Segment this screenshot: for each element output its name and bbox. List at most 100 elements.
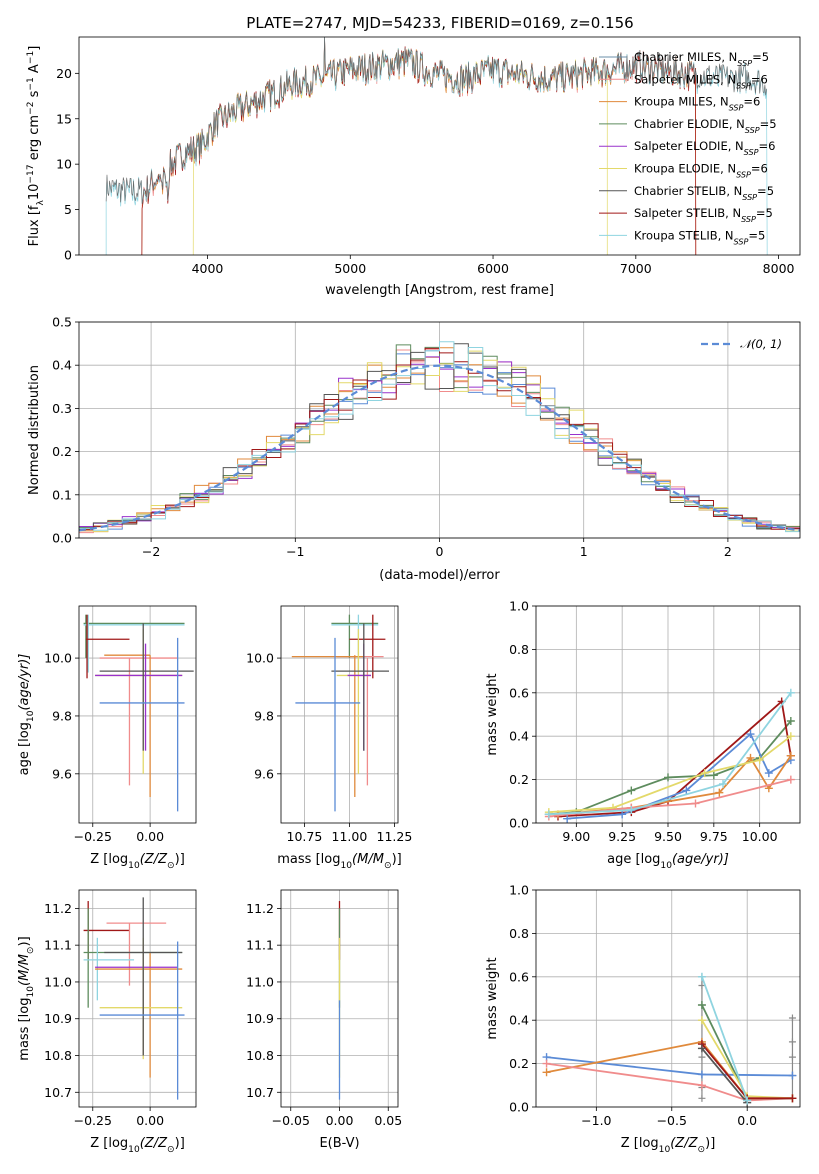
legend-model-name: Salpeter STELIB xyxy=(634,206,725,220)
x-axis-label-part: Z [log xyxy=(621,1136,659,1151)
x-axis-label: Z [log10(Z/Z⊙)] xyxy=(621,1136,716,1155)
y-axis-label-part: mass [log xyxy=(17,998,32,1061)
legend-model-name: Chabrier MILES xyxy=(634,50,721,64)
legend-nssp-value: 5 xyxy=(762,50,769,64)
weight-series-marker xyxy=(697,1070,706,1079)
legend-nssp-value: 5 xyxy=(769,117,776,131)
y-tick-label: 11.2 xyxy=(44,901,72,916)
x-axis-label-part: 10 xyxy=(128,861,140,871)
legend-label: Salpeter MILES, NSSP=6 xyxy=(634,72,768,90)
y-tick-label: 20 xyxy=(56,66,72,81)
y-tick-label: 1.0 xyxy=(509,599,529,614)
y-tick-label: 11.1 xyxy=(44,938,72,953)
legend-model-name: Kroupa ELODIE xyxy=(634,162,720,176)
weight-series-marker xyxy=(709,771,718,780)
y-axis-label-part: )] xyxy=(17,936,32,946)
legend-nssp-eq: = xyxy=(756,206,766,220)
x-tick-label: 9.50 xyxy=(654,829,682,844)
y-tick-label: 0.8 xyxy=(509,642,529,657)
x-tick-label: −0.25 xyxy=(74,1113,112,1128)
normal-reference-curve xyxy=(79,364,800,532)
weight-series-marker xyxy=(764,769,773,778)
stack-marker xyxy=(698,1053,706,1061)
legend-nssp-eq: = xyxy=(743,95,753,109)
plot-area xyxy=(105,37,768,255)
y-tick-label: 0.2 xyxy=(509,772,529,787)
weight-series-marker xyxy=(715,788,724,797)
axes-frame xyxy=(78,605,197,824)
weight-series-marker xyxy=(786,732,795,741)
y-tick-label: 0.3 xyxy=(52,401,72,416)
y-tick-label: 9.6 xyxy=(254,766,274,781)
y-tick-label: 10.9 xyxy=(44,1011,72,1026)
y-axis-label-part: Flux [f xyxy=(27,205,42,246)
legend-nssp-prefix: , N xyxy=(726,184,742,198)
x-axis-label-part: mass [log xyxy=(277,852,340,867)
x-axis-label-part: ⊙ xyxy=(698,1145,706,1155)
weight-series-marker xyxy=(542,1068,551,1077)
weight-series-marker xyxy=(743,1096,752,1105)
weight-series-marker xyxy=(697,1001,706,1010)
y-axis-label-part: erg cm xyxy=(27,115,42,164)
x-tick-label: −1.0 xyxy=(581,1113,611,1128)
y-tick-label: 0.5 xyxy=(52,315,72,330)
weight-series-marker xyxy=(618,810,627,819)
y-tick-label: 11.2 xyxy=(246,901,274,916)
y-axis-label: mass weight xyxy=(485,957,500,1039)
x-axis-label: (data-model)/error xyxy=(379,568,500,583)
x-tick-label: 0.0 xyxy=(737,1113,757,1128)
y-tick-label: 10.7 xyxy=(44,1085,72,1100)
x-axis-label-part: )] xyxy=(175,1136,185,1151)
x-tick-label: 10.75 xyxy=(287,829,323,844)
mass-vs-extinction-panel: −0.05 0.00 0.05 10.7 10.8 10.9 11.0 11.1 11.2 E(B… xyxy=(246,889,402,1151)
plot-area xyxy=(291,614,389,812)
y-axis-label-part: A xyxy=(27,64,42,77)
legend-nssp-subscript: SSP xyxy=(737,59,752,68)
x-axis-label: Z [log10(Z/Z⊙)] xyxy=(90,852,185,871)
axes-frame xyxy=(280,605,399,824)
y-tick-label: 0.4 xyxy=(52,358,72,373)
histogram-series xyxy=(79,341,800,533)
y-tick-label: 5 xyxy=(64,202,72,217)
x-tick-label: 9.25 xyxy=(608,829,636,844)
x-axis-label-part: 10 xyxy=(660,861,672,871)
y-tick-label: 0 xyxy=(64,248,72,263)
x-axis-label: E(B-V) xyxy=(319,1136,359,1151)
weight-series-marker xyxy=(786,717,795,726)
weight-series-line xyxy=(567,732,792,820)
axes-frame xyxy=(535,889,801,1108)
x-axis-label-part: wavelength [Angstrom, rest frame] xyxy=(325,283,554,298)
weight-series-marker xyxy=(563,814,572,823)
y-axis-label-part: 10 xyxy=(26,986,36,998)
y-tick-label: 10.8 xyxy=(246,1048,274,1063)
plot-area xyxy=(544,688,795,823)
y-axis-label-part: (M/M xyxy=(17,954,32,986)
x-axis-label-part: ⊙ xyxy=(167,1145,175,1155)
x-axis-label-part: (Z/Z xyxy=(140,852,168,867)
histogram-series xyxy=(79,356,800,529)
x-axis-label-part: Z [log xyxy=(90,852,128,867)
x-tick-label: 8000 xyxy=(763,261,795,276)
y-axis-label: mass weight xyxy=(485,673,500,755)
weight-series-marker xyxy=(697,972,706,981)
x-tick-label: −0.05 xyxy=(272,1113,310,1128)
y-tick-label: 15 xyxy=(56,111,72,126)
x-axis-label-part: 10 xyxy=(659,1145,671,1155)
y-tick-label: 10.0 xyxy=(44,651,72,666)
weight-series-marker xyxy=(788,1094,797,1103)
x-axis-label-part: Z [log xyxy=(90,1136,128,1151)
x-tick-label: 0.05 xyxy=(374,1113,402,1128)
x-tick-label: 4000 xyxy=(192,261,224,276)
y-axis-label: Normed distribution xyxy=(27,365,42,495)
y-tick-label: 10.0 xyxy=(246,651,274,666)
x-tick-label: 11.25 xyxy=(377,829,413,844)
legend-model-name: Salpeter ELODIE xyxy=(634,139,728,153)
x-axis-label-part: )] xyxy=(392,852,402,867)
x-axis-label-part: E(B-V) xyxy=(319,1136,359,1151)
legend-label: Kroupa ELODIE, NSSP=6 xyxy=(634,162,768,180)
legend-nssp-eq: = xyxy=(758,139,768,153)
legend-nssp-prefix: , N xyxy=(721,50,737,64)
x-tick-label: −0.5 xyxy=(657,1113,687,1128)
y-tick-label: 0.6 xyxy=(509,685,529,700)
